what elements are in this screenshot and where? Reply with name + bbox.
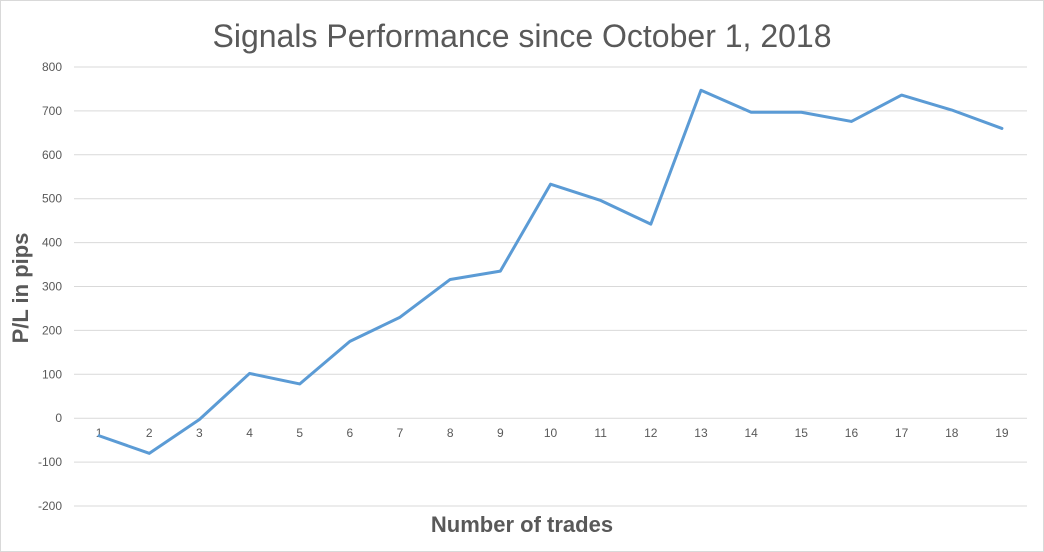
y-tick-label: 400 [42, 236, 62, 250]
x-tick-label: 18 [945, 426, 959, 440]
x-tick-label: 10 [544, 426, 558, 440]
y-tick-label: 100 [42, 367, 62, 381]
chart-title: Signals Performance since October 1, 201… [213, 18, 832, 54]
y-tick-label: 700 [42, 104, 62, 118]
x-axis-title: Number of trades [431, 512, 613, 537]
y-tick-label: 300 [42, 280, 62, 294]
x-tick-label: 15 [795, 426, 809, 440]
x-tick-label: 12 [644, 426, 658, 440]
y-tick-labels: 800 700 600 500 400 300 200 100 0 -100 -200 [38, 60, 62, 513]
y-tick-label: -100 [38, 455, 62, 469]
y-tick-label: -200 [38, 499, 62, 513]
x-tick-label: 1 [96, 426, 103, 440]
gridlines [74, 66, 1027, 507]
x-tick-label: 3 [196, 426, 203, 440]
x-tick-label: 6 [347, 426, 354, 440]
x-tick-label: 9 [497, 426, 504, 440]
y-tick-label: 0 [55, 411, 62, 425]
y-axis-title: P/L in pips [8, 233, 33, 344]
y-tick-label: 500 [42, 192, 62, 206]
y-tick-label: 200 [42, 323, 62, 337]
x-tick-label: 17 [895, 426, 909, 440]
x-tick-label: 19 [995, 426, 1009, 440]
x-tick-label: 16 [845, 426, 859, 440]
x-tick-label: 2 [146, 426, 153, 440]
y-tick-label: 800 [42, 60, 62, 74]
x-tick-label: 14 [744, 426, 758, 440]
x-tick-label: 5 [296, 426, 303, 440]
x-tick-label: 11 [594, 426, 607, 440]
x-tick-label: 7 [397, 426, 404, 440]
series-line [97, 88, 1004, 455]
x-tick-label: 8 [447, 426, 454, 440]
x-tick-label: 13 [694, 426, 708, 440]
y-tick-label: 600 [42, 148, 62, 162]
x-tick-labels: 1 2 3 4 5 6 7 8 9 10 11 12 13 14 15 16 17 18 19 [96, 426, 1009, 440]
x-tick-label: 4 [246, 426, 253, 440]
